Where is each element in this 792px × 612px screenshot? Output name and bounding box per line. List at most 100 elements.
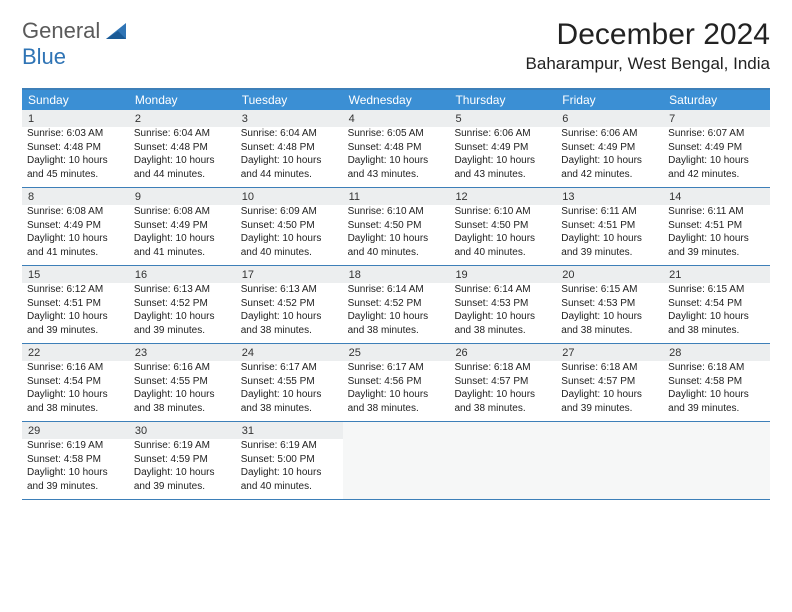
sunset-line: Sunset: 4:50 PM [348,219,445,233]
sunrise-line: Sunrise: 6:11 AM [668,205,765,219]
sunrise-line: Sunrise: 6:13 AM [134,283,231,297]
sunrise-line: Sunrise: 6:06 AM [561,127,658,141]
daylight-line: Daylight: 10 hours and 42 minutes. [561,154,658,181]
day-number: 10 [236,188,343,205]
sunset-line: Sunset: 4:53 PM [454,297,551,311]
daylight-line: Daylight: 10 hours and 38 minutes. [348,310,445,337]
day-number [663,422,770,439]
day-number: 30 [129,422,236,439]
day-cell: Sunrise: 6:19 AMSunset: 4:58 PMDaylight:… [22,439,129,499]
sunrise-line: Sunrise: 6:19 AM [241,439,338,453]
daylight-line: Daylight: 10 hours and 38 minutes. [454,310,551,337]
day-cell: Sunrise: 6:06 AMSunset: 4:49 PMDaylight:… [449,127,556,187]
day-cell: Sunrise: 6:15 AMSunset: 4:53 PMDaylight:… [556,283,663,343]
sunrise-line: Sunrise: 6:14 AM [454,283,551,297]
sunset-line: Sunset: 4:48 PM [241,141,338,155]
day-cell-empty [449,439,556,499]
sunset-line: Sunset: 4:49 PM [561,141,658,155]
daylight-line: Daylight: 10 hours and 39 minutes. [668,388,765,415]
logo-text-general: General [22,18,100,44]
sunset-line: Sunset: 4:49 PM [668,141,765,155]
day-cell: Sunrise: 6:08 AMSunset: 4:49 PMDaylight:… [129,205,236,265]
sunrise-line: Sunrise: 6:15 AM [561,283,658,297]
month-title: December 2024 [526,18,770,52]
day-cell: Sunrise: 6:03 AMSunset: 4:48 PMDaylight:… [22,127,129,187]
daylight-line: Daylight: 10 hours and 40 minutes. [241,466,338,493]
daynum-row: 293031 [22,422,770,439]
daylight-line: Daylight: 10 hours and 38 minutes. [134,388,231,415]
sunrise-line: Sunrise: 6:13 AM [241,283,338,297]
daylight-line: Daylight: 10 hours and 40 minutes. [454,232,551,259]
weekday-header: Monday [129,90,236,110]
day-number: 20 [556,266,663,283]
weekday-header: Friday [556,90,663,110]
sunset-line: Sunset: 4:49 PM [27,219,124,233]
day-number: 13 [556,188,663,205]
sunrise-line: Sunrise: 6:08 AM [134,205,231,219]
day-cell: Sunrise: 6:10 AMSunset: 4:50 PMDaylight:… [449,205,556,265]
sunset-line: Sunset: 4:49 PM [134,219,231,233]
sunset-line: Sunset: 4:48 PM [134,141,231,155]
sunset-line: Sunset: 4:52 PM [348,297,445,311]
day-cell: Sunrise: 6:04 AMSunset: 4:48 PMDaylight:… [236,127,343,187]
day-cell: Sunrise: 6:15 AMSunset: 4:54 PMDaylight:… [663,283,770,343]
sunrise-line: Sunrise: 6:03 AM [27,127,124,141]
sunrise-line: Sunrise: 6:05 AM [348,127,445,141]
weekday-header: Tuesday [236,90,343,110]
daynum-row: 15161718192021 [22,266,770,283]
sunrise-line: Sunrise: 6:16 AM [27,361,124,375]
sunset-line: Sunset: 4:53 PM [561,297,658,311]
sunset-line: Sunset: 4:48 PM [27,141,124,155]
daylight-line: Daylight: 10 hours and 38 minutes. [348,388,445,415]
day-cell: Sunrise: 6:04 AMSunset: 4:48 PMDaylight:… [129,127,236,187]
weekday-header: Thursday [449,90,556,110]
sunrise-line: Sunrise: 6:16 AM [134,361,231,375]
daylight-line: Daylight: 10 hours and 40 minutes. [241,232,338,259]
weekday-header-row: Sunday Monday Tuesday Wednesday Thursday… [22,90,770,110]
sunrise-line: Sunrise: 6:12 AM [27,283,124,297]
sunrise-line: Sunrise: 6:19 AM [27,439,124,453]
daylight-line: Daylight: 10 hours and 44 minutes. [241,154,338,181]
daylight-line: Daylight: 10 hours and 40 minutes. [348,232,445,259]
day-number: 11 [343,188,450,205]
logo-sail-icon [104,21,130,41]
week-row: Sunrise: 6:16 AMSunset: 4:54 PMDaylight:… [22,361,770,422]
sunset-line: Sunset: 4:57 PM [561,375,658,389]
day-number: 21 [663,266,770,283]
sunset-line: Sunset: 4:59 PM [134,453,231,467]
sunset-line: Sunset: 4:48 PM [348,141,445,155]
daylight-line: Daylight: 10 hours and 38 minutes. [241,310,338,337]
sunset-line: Sunset: 5:00 PM [241,453,338,467]
day-number: 19 [449,266,556,283]
sunrise-line: Sunrise: 6:08 AM [27,205,124,219]
daylight-line: Daylight: 10 hours and 43 minutes. [348,154,445,181]
day-cell: Sunrise: 6:05 AMSunset: 4:48 PMDaylight:… [343,127,450,187]
day-cell: Sunrise: 6:19 AMSunset: 5:00 PMDaylight:… [236,439,343,499]
sunrise-line: Sunrise: 6:04 AM [241,127,338,141]
sunset-line: Sunset: 4:58 PM [668,375,765,389]
day-cell: Sunrise: 6:17 AMSunset: 4:55 PMDaylight:… [236,361,343,421]
weekday-header: Wednesday [343,90,450,110]
day-number: 1 [22,110,129,127]
week-row: Sunrise: 6:12 AMSunset: 4:51 PMDaylight:… [22,283,770,344]
day-number: 25 [343,344,450,361]
day-cell: Sunrise: 6:06 AMSunset: 4:49 PMDaylight:… [556,127,663,187]
weekday-header: Sunday [22,90,129,110]
sunrise-line: Sunrise: 6:09 AM [241,205,338,219]
sunrise-line: Sunrise: 6:06 AM [454,127,551,141]
day-cell: Sunrise: 6:10 AMSunset: 4:50 PMDaylight:… [343,205,450,265]
day-cell: Sunrise: 6:18 AMSunset: 4:57 PMDaylight:… [449,361,556,421]
day-cell: Sunrise: 6:13 AMSunset: 4:52 PMDaylight:… [129,283,236,343]
location: Baharampur, West Bengal, India [526,54,770,74]
sunset-line: Sunset: 4:57 PM [454,375,551,389]
week-row: Sunrise: 6:19 AMSunset: 4:58 PMDaylight:… [22,439,770,500]
day-number: 17 [236,266,343,283]
calendar: Sunday Monday Tuesday Wednesday Thursday… [22,88,770,500]
day-number: 9 [129,188,236,205]
daylight-line: Daylight: 10 hours and 43 minutes. [454,154,551,181]
sunset-line: Sunset: 4:55 PM [134,375,231,389]
day-number: 26 [449,344,556,361]
sunrise-line: Sunrise: 6:10 AM [348,205,445,219]
day-cell-empty [663,439,770,499]
day-number: 23 [129,344,236,361]
